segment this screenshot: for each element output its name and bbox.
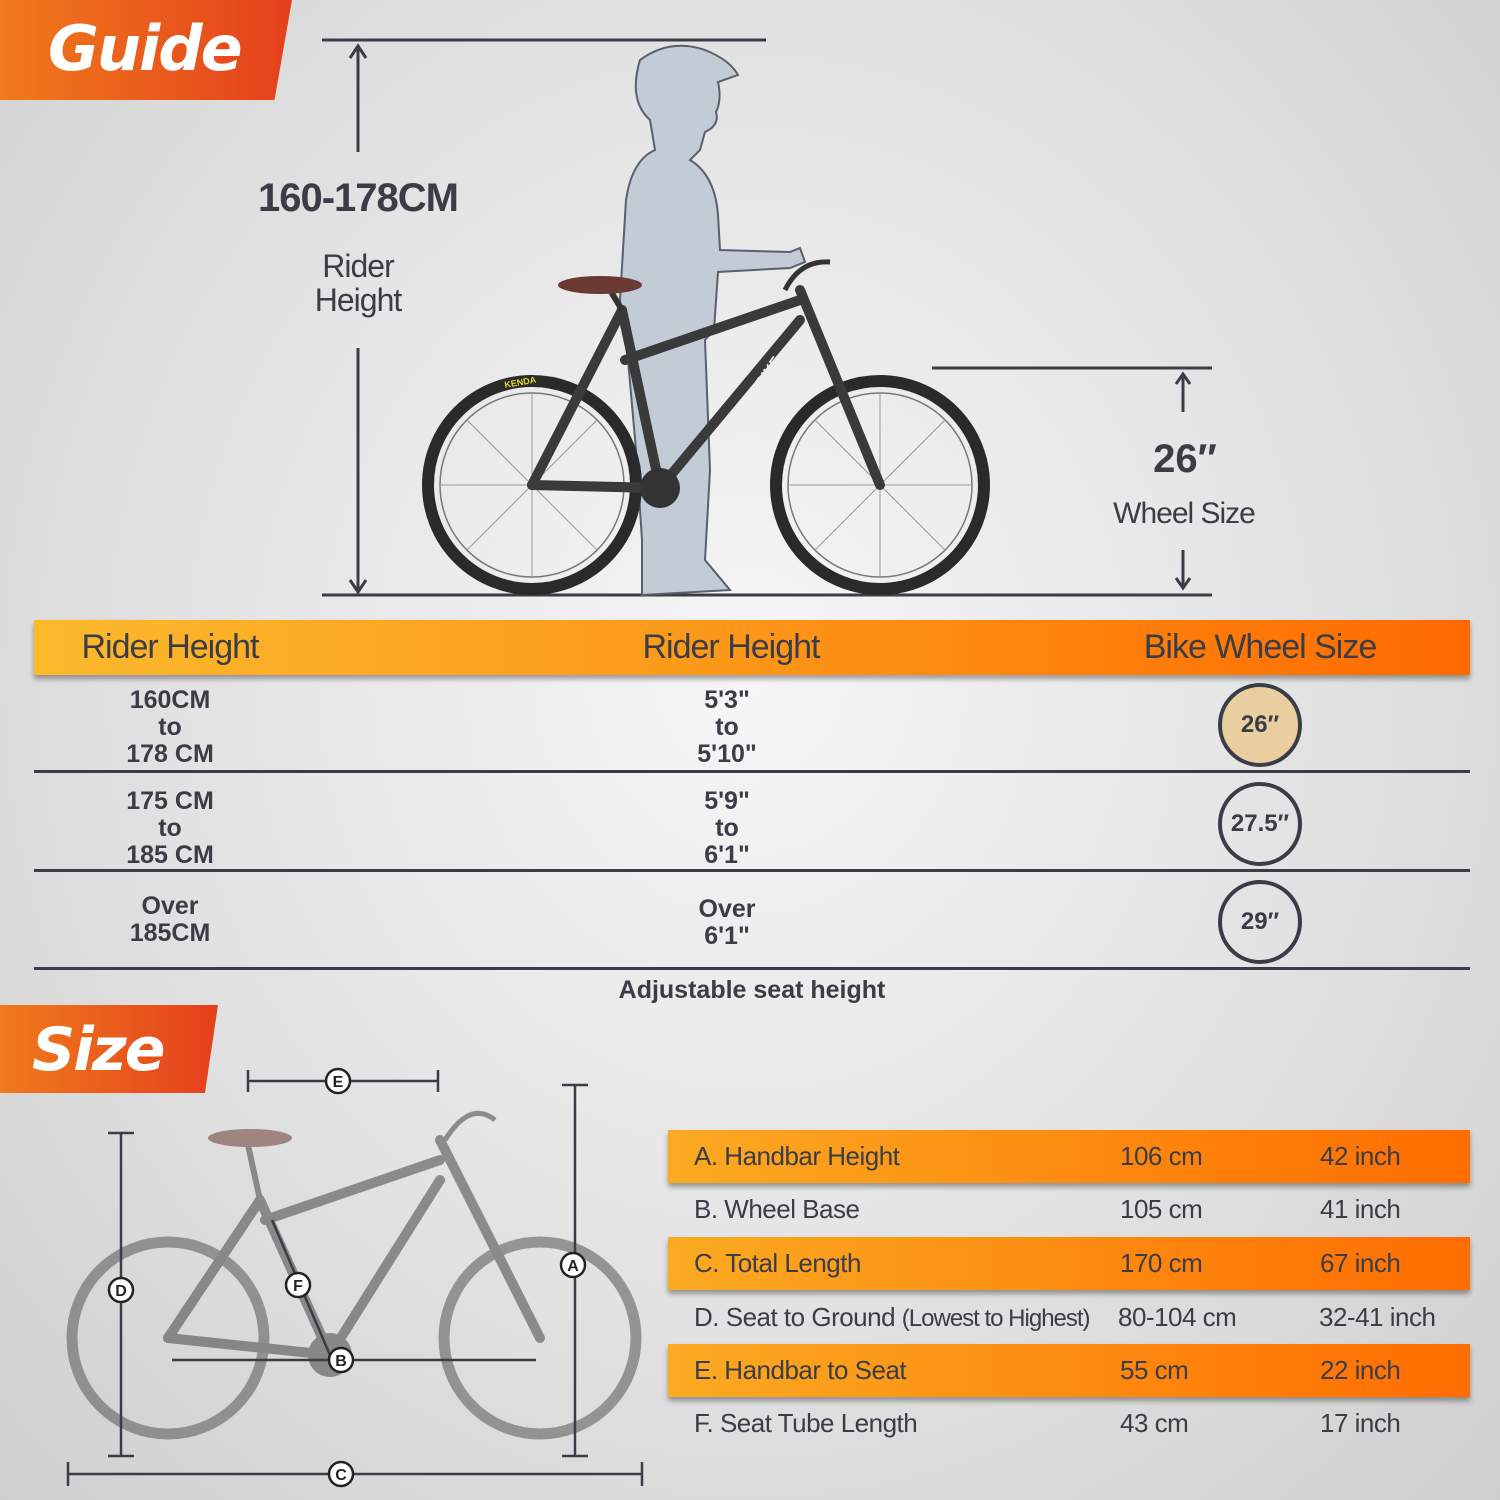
cell-text: 160CM bbox=[129, 686, 211, 714]
header-rider-height-cm: Rider Height bbox=[81, 628, 260, 666]
wheel-size-value: 26″ bbox=[1153, 437, 1217, 481]
cell-text: Over bbox=[698, 895, 756, 923]
marker-e: E bbox=[324, 1067, 352, 1095]
marker-b: B bbox=[327, 1346, 355, 1374]
bike-dimension-diagram: E D F A B C bbox=[66, 1067, 644, 1488]
spec-note: (Lowest to Highest) bbox=[901, 1305, 1091, 1332]
rider-height-label-line2: Height bbox=[314, 282, 402, 318]
size-table-header: Rider Height Rider Height Bike Wheel Siz… bbox=[34, 620, 1470, 675]
spec-cm: 106 cm bbox=[1120, 1141, 1203, 1171]
cell-text: to bbox=[158, 814, 182, 842]
spec-row-wheel-base: B. Wheel Base 105 cm 41 inch bbox=[668, 1183, 1470, 1236]
cell-text: 185CM bbox=[129, 919, 211, 947]
spec-cm: 43 cm bbox=[1120, 1408, 1189, 1438]
cell-text: 175 CM bbox=[126, 787, 214, 815]
spec-label: D. Seat to Ground (Lowest to Highest) bbox=[694, 1302, 1091, 1333]
cell-text: to bbox=[158, 713, 182, 741]
spec-label: E. Handbar to Seat bbox=[694, 1355, 907, 1385]
wheel-badge-29: 29″ bbox=[1218, 880, 1302, 964]
rider-silhouette bbox=[618, 44, 807, 597]
wheel-size-dimension bbox=[932, 366, 1212, 591]
svg-text:B: B bbox=[335, 1353, 347, 1370]
spec-inch: 17 inch bbox=[1320, 1408, 1401, 1438]
rider-height-dimension bbox=[322, 38, 1212, 597]
spec-cm: 170 cm bbox=[1120, 1248, 1203, 1278]
wheel-badge-26: 26″ bbox=[1218, 683, 1302, 767]
size-banner: Size bbox=[0, 1005, 218, 1093]
spec-row-handbar-height: A. Handbar Height 106 cm 42 inch bbox=[668, 1130, 1470, 1183]
spec-row-seat-tube-length: F. Seat Tube Length 43 cm 17 inch bbox=[668, 1397, 1470, 1450]
row2-ft: 5'9" to 6'1" bbox=[704, 788, 750, 869]
bike-side-view bbox=[66, 1110, 642, 1440]
marker-a: A bbox=[559, 1251, 587, 1279]
rider-height-label-line1: Rider bbox=[322, 248, 394, 284]
spec-label: F. Seat Tube Length bbox=[694, 1408, 918, 1438]
cell-text: 5'10" bbox=[697, 740, 757, 768]
guide-banner: Guide bbox=[0, 0, 292, 100]
dimension-lines bbox=[66, 1070, 644, 1486]
rider-height-range: 160-178CM bbox=[257, 176, 459, 220]
row3-ft: Over 6'1" bbox=[699, 896, 756, 950]
table-row bbox=[34, 872, 1470, 970]
header-rider-height-ft: Rider Height bbox=[642, 628, 821, 666]
table-row bbox=[34, 675, 1470, 773]
spec-label: A. Handbar Height bbox=[694, 1141, 900, 1171]
cell-text: 185 CM bbox=[126, 841, 214, 869]
row1-ft: 5'3" to 5'10" bbox=[697, 687, 757, 768]
cell-text: 6'1" bbox=[704, 841, 750, 869]
cell-text: to bbox=[715, 713, 739, 741]
spec-row-seat-to-ground: D. Seat to Ground (Lowest to Highest) 80… bbox=[668, 1291, 1470, 1344]
spec-inch: 32-41 inch bbox=[1319, 1302, 1436, 1332]
table-row bbox=[34, 773, 1470, 872]
row2-cm: 175 CM to 185 CM bbox=[126, 788, 214, 869]
svg-text:F: F bbox=[293, 1278, 303, 1295]
spec-label: B. Wheel Base bbox=[694, 1194, 860, 1224]
marker-c: C bbox=[327, 1460, 355, 1488]
spec-cm: 105 cm bbox=[1120, 1194, 1203, 1224]
spec-cm: 80-104 cm bbox=[1118, 1302, 1237, 1332]
spec-inch: 41 inch bbox=[1320, 1194, 1401, 1224]
svg-text:A: A bbox=[567, 1258, 579, 1275]
cell-text: 5'9" bbox=[704, 787, 750, 815]
adjustable-seat-note: Adjustable seat height bbox=[618, 976, 886, 1004]
row1-cm: 160CM to 178 CM bbox=[126, 687, 214, 768]
wheel-size-label: Wheel Size bbox=[1113, 497, 1256, 530]
marker-f: F bbox=[284, 1271, 312, 1299]
spec-row-handbar-to-seat: E. Handbar to Seat 55 cm 22 inch bbox=[668, 1344, 1470, 1397]
spec-inch: 22 inch bbox=[1320, 1355, 1401, 1385]
cell-text: to bbox=[715, 814, 739, 842]
row3-cm: Over 185CM bbox=[130, 893, 211, 947]
svg-text:E: E bbox=[333, 1074, 344, 1091]
spec-label-text: D. Seat to Ground bbox=[694, 1302, 896, 1332]
spec-label: C. Total Length bbox=[694, 1248, 861, 1278]
size-title: Size bbox=[32, 1015, 165, 1085]
svg-text:D: D bbox=[115, 1283, 127, 1300]
marker-d: D bbox=[107, 1276, 135, 1304]
cell-text: Over bbox=[141, 892, 199, 920]
cell-text: 5'3" bbox=[704, 686, 750, 714]
header-wheel-size: Bike Wheel Size bbox=[1143, 628, 1378, 666]
svg-text:C: C bbox=[335, 1467, 347, 1484]
cell-text: 6'1" bbox=[704, 922, 750, 950]
spec-inch: 42 inch bbox=[1320, 1141, 1401, 1171]
guide-title: Guide bbox=[48, 12, 243, 85]
spec-inch: 67 inch bbox=[1320, 1248, 1401, 1278]
wheel-badge-27-5: 27.5″ bbox=[1218, 782, 1302, 866]
spec-cm: 55 cm bbox=[1120, 1355, 1189, 1385]
spec-row-total-length: C. Total Length 170 cm 67 inch bbox=[668, 1237, 1470, 1290]
rider-bike-illustration: HOTEBIKE KENDA bbox=[322, 38, 1212, 597]
cell-text: 178 CM bbox=[126, 740, 214, 768]
